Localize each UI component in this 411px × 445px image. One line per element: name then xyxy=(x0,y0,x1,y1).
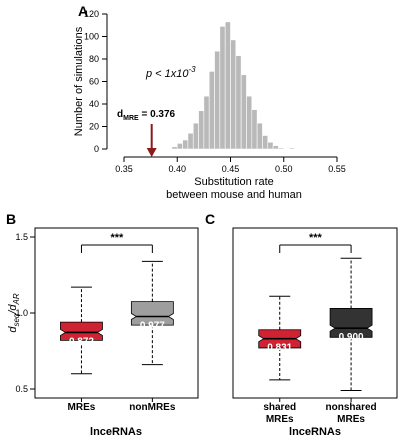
histogram-y-tick-label: 100 xyxy=(84,32,99,42)
histogram-y-tick-label: 20 xyxy=(89,122,99,132)
boxplot-b-boxes: 0.872 0.977 xyxy=(60,260,174,375)
histogram-bar xyxy=(203,95,210,150)
x-tick-label: nonshared xyxy=(326,402,377,413)
x-tick-label: shared xyxy=(263,402,296,413)
histogram-bars xyxy=(171,21,295,150)
boxplot-y-tick-label: 1.0 xyxy=(15,308,28,318)
histogram-x-tick-label: 0.35 xyxy=(115,164,133,174)
histogram-x-tick-label: 0.40 xyxy=(168,164,186,174)
histogram-panel-a: A Number of simulations 020406080100120 … xyxy=(73,3,346,201)
histogram-y-tick-label: 60 xyxy=(89,77,99,87)
histogram-bar xyxy=(182,139,189,150)
histogram-y-ticks: 0 20 40 60 80 100 120 xyxy=(84,9,107,154)
histogram-bar xyxy=(198,110,205,150)
median-label: 0.900 xyxy=(339,332,364,343)
histogram-y-tick-label: 80 xyxy=(89,54,99,64)
box xyxy=(130,301,174,326)
boxplot-y-tick-label: 0.5 xyxy=(15,384,28,394)
median-label: 0.977 xyxy=(140,320,165,331)
histogram-y-tick-label: 40 xyxy=(89,99,99,109)
panel-c-frame xyxy=(232,227,398,399)
boxplot-b-x-labels: MREs nonMREs xyxy=(68,398,176,413)
histogram-bar xyxy=(176,143,183,150)
histogram-bar xyxy=(171,146,178,150)
significance-stars: *** xyxy=(309,232,323,244)
median-label: 0.872 xyxy=(69,336,94,347)
boxplot-panel-b: B 0.5 1.0 1.5 dseq/dAR 0.872 0.977 *** MREs… xyxy=(6,211,199,438)
histogram-bar xyxy=(230,39,237,150)
mre-marker-label: dMRE = 0.376 xyxy=(117,109,176,122)
histogram-x-tick-label: 0.55 xyxy=(328,164,346,174)
x-tick-label: MREs xyxy=(337,414,365,425)
panel-b-letter: B xyxy=(6,211,16,227)
histogram-bar xyxy=(214,50,221,150)
mre-arrowhead xyxy=(146,148,157,157)
panel-a-letter: A xyxy=(78,3,88,19)
histogram-y-tick-label: 120 xyxy=(84,9,99,19)
histogram-bar xyxy=(219,26,226,150)
histogram-y-tick-label: 0 xyxy=(94,144,99,154)
histogram-bar xyxy=(267,141,274,150)
boxplot-b-y-ticks: 0.5 1.0 1.5 xyxy=(15,232,35,394)
x-tick-label: nonMREs xyxy=(129,402,176,413)
boxplot-c-boxes: 0.831 0.900 xyxy=(258,257,373,392)
histogram-bar xyxy=(240,74,247,150)
histogram-x-tick-label: 0.45 xyxy=(222,164,240,174)
histogram-bar xyxy=(288,147,295,150)
boxplot-c-significance: *** xyxy=(279,232,352,253)
histogram-bar xyxy=(235,55,242,150)
histogram-bar xyxy=(272,145,279,150)
boxplot-b-x-axis-label: lnceRNAs xyxy=(90,426,142,438)
box xyxy=(329,308,373,338)
histogram-bar xyxy=(192,122,199,150)
histogram-x-axis-label-line1: Substitution rate xyxy=(194,176,274,188)
histogram-x-ticks: 0.35 0.40 0.45 0.50 0.55 xyxy=(115,157,346,174)
boxplot-y-tick-label: 1.5 xyxy=(15,232,28,242)
histogram-bar xyxy=(224,21,231,150)
panel-c-letter: C xyxy=(205,211,215,227)
histogram-bar xyxy=(262,135,269,150)
pvalue-annotation: p < 1x10-3 xyxy=(145,65,196,80)
significance-stars: *** xyxy=(110,232,124,244)
histogram-bar xyxy=(208,71,215,150)
histogram-bar xyxy=(246,95,253,150)
x-tick-label: MREs xyxy=(266,414,294,425)
median-label: 0.831 xyxy=(267,343,292,354)
boxplot-b-significance: *** xyxy=(80,232,153,253)
boxplot-y-axis-label: dseq/dAR xyxy=(7,293,21,333)
histogram-bar xyxy=(187,132,194,150)
histogram-x-axis-label-line2: between mouse and human xyxy=(166,189,302,201)
histogram-x-tick-label: 0.50 xyxy=(275,164,293,174)
x-tick-label: MREs xyxy=(68,402,96,413)
boxplot-c-x-axis-label: lnceRNAs xyxy=(289,426,341,438)
box xyxy=(60,321,103,341)
histogram-bar xyxy=(251,109,258,150)
histogram-bar xyxy=(256,122,263,150)
histogram-y-axis-label: Number of simulations xyxy=(73,26,85,136)
histogram-bar xyxy=(278,147,285,150)
